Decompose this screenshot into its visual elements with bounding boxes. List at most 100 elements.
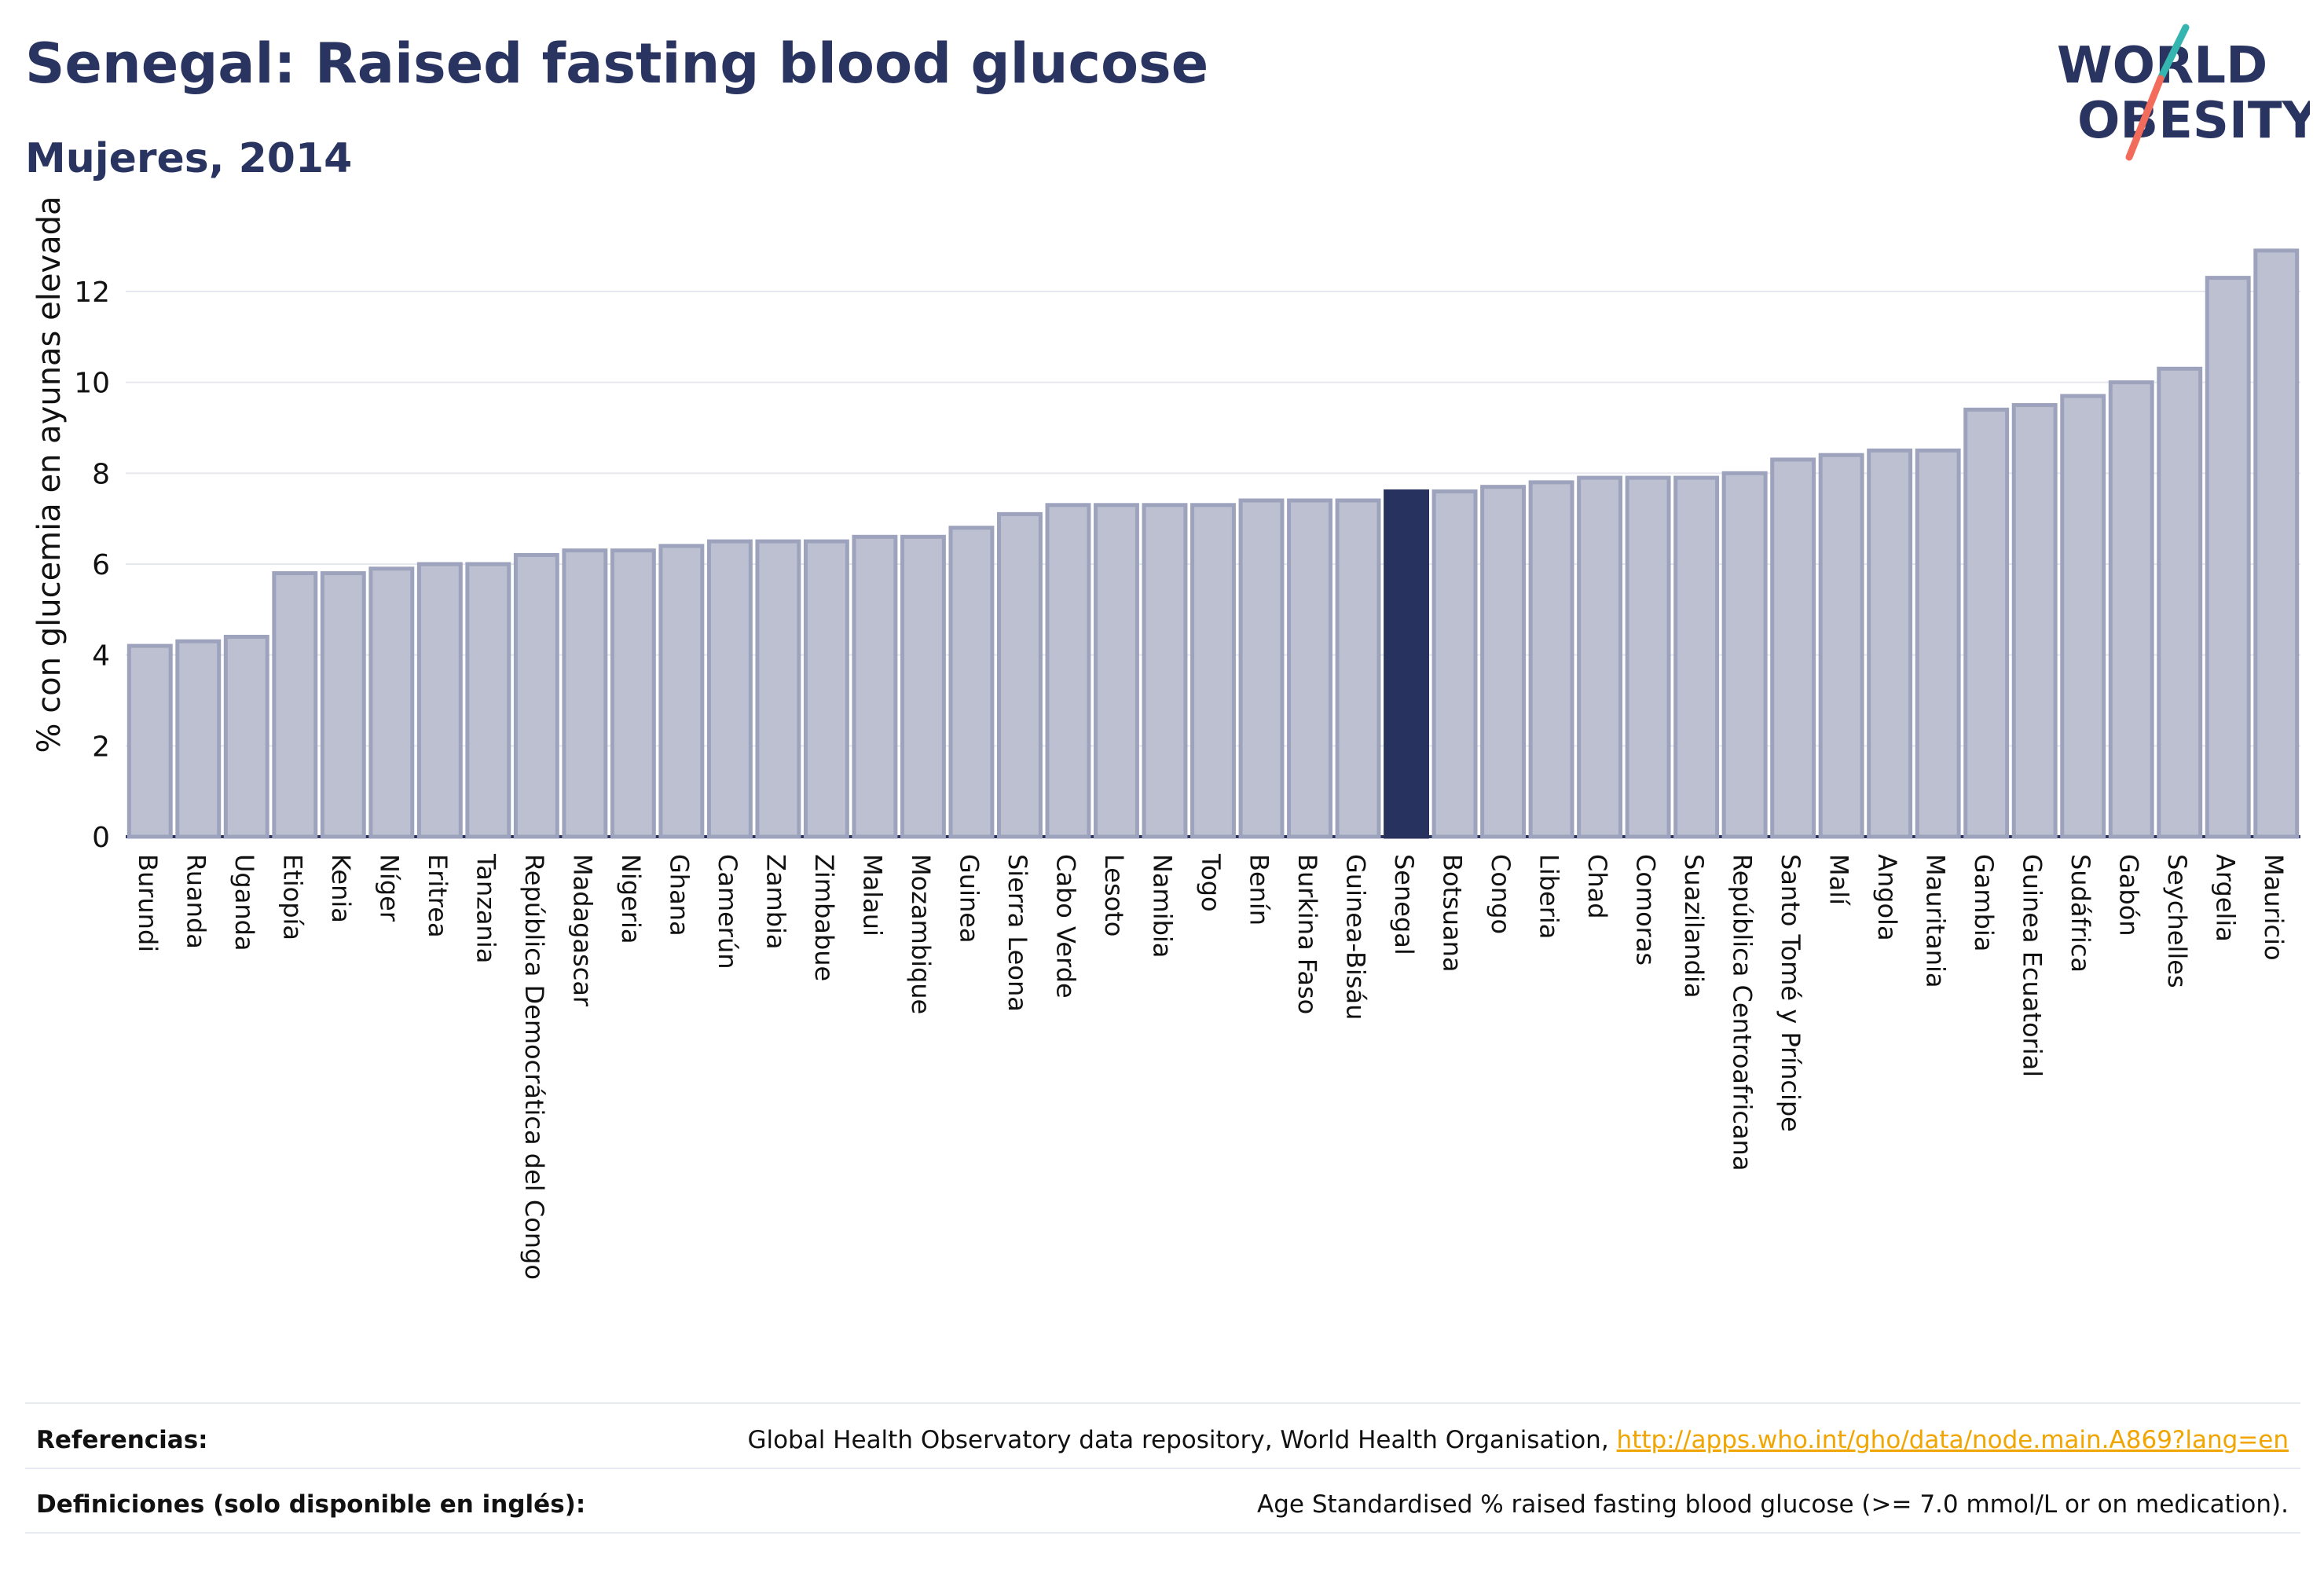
bar-madagascar[interactable] <box>562 548 608 839</box>
x-tick-label: Togo <box>1196 853 1226 912</box>
x-tick-label: Comoras <box>1631 854 1661 966</box>
y-tick-label: 12 <box>74 277 110 309</box>
x-tick-label: Burkina Faso <box>1292 854 1322 1014</box>
bar-santo-tomé-y-príncipe[interactable] <box>1770 457 1816 839</box>
logo-line-2: OBESITY <box>2077 92 2310 150</box>
bar-liberia[interactable] <box>1528 480 1574 839</box>
bar-guinea-ecuatorial[interactable] <box>2011 403 2058 839</box>
x-tick-label: Uganda <box>229 854 259 951</box>
bar-angola[interactable] <box>1867 448 1913 839</box>
bar-suazilandia[interactable] <box>1673 475 1720 839</box>
x-tick-label: Tanzania <box>471 853 500 963</box>
y-tick-label: 2 <box>92 731 110 763</box>
bar-zimbabue[interactable] <box>803 539 849 839</box>
x-tick-label: Gambia <box>1969 854 1999 951</box>
x-tick-label: Ruanda <box>181 854 211 949</box>
bar-sudáfrica[interactable] <box>2060 394 2106 839</box>
y-tick-label: 4 <box>92 640 110 673</box>
x-tick-label: Argelia <box>2211 854 2241 942</box>
bar-congo[interactable] <box>1480 485 1527 839</box>
bar-etiopía[interactable] <box>272 571 318 839</box>
bar-benín[interactable] <box>1238 498 1285 839</box>
x-tick-label: Benín <box>1244 854 1274 925</box>
x-tick-label: Zimbabue <box>809 854 839 981</box>
x-tick-label: Kenia <box>326 854 356 923</box>
bar-chad[interactable] <box>1577 475 1623 839</box>
x-tick-label: Senegal <box>1389 854 1419 955</box>
x-tick-label: Malí <box>1824 854 1854 906</box>
bar-república-centroafricana[interactable] <box>1721 471 1768 839</box>
x-tick-label: Etiopía <box>277 854 307 940</box>
bar-gabón[interactable] <box>2108 380 2154 839</box>
x-tick-label: Botsuana <box>1438 854 1468 973</box>
y-tick-label: 0 <box>92 822 110 854</box>
x-tick-label: Seychelles <box>2162 854 2192 988</box>
references-link[interactable]: http://apps.who.int/gho/data/node.main.A… <box>1616 1426 2289 1454</box>
bar-guinea[interactable] <box>948 526 995 839</box>
bar-malí[interactable] <box>1818 453 1864 839</box>
x-tick-label: Gabón <box>2114 854 2144 936</box>
x-axis-labels: Burundi Ruanda Uganda Etiopía Kenia Níger Erit… <box>133 853 2289 1280</box>
x-tick-label: Ghana <box>664 854 694 936</box>
bar-nigeria[interactable] <box>610 548 656 839</box>
bar-eritrea[interactable] <box>416 562 463 839</box>
bar-mauritania[interactable] <box>1915 448 1961 839</box>
bar-tanzania[interactable] <box>465 562 511 839</box>
x-tick-label: Zambia <box>761 854 790 950</box>
x-tick-label: Suazilandia <box>1679 854 1709 998</box>
bar-uganda[interactable] <box>223 635 269 839</box>
definitions-text: Age Standardised % raised fasting blood … <box>1257 1490 2289 1519</box>
x-tick-label: Mauricio <box>2259 854 2289 961</box>
bar-namibia[interactable] <box>1142 503 1188 839</box>
x-tick-label: Burundi <box>133 854 163 952</box>
footer-divider-bottom <box>25 1532 2300 1534</box>
bar-burkina-faso[interactable] <box>1287 498 1332 839</box>
bar-gambia[interactable] <box>1963 407 2010 839</box>
bar-lesoto[interactable] <box>1094 503 1139 839</box>
bars <box>126 248 2300 839</box>
bar-mozambique[interactable] <box>900 534 946 839</box>
x-tick-label: Níger <box>374 854 404 922</box>
world-obesity-logo: WORLD OBESITY <box>2057 24 2310 161</box>
x-tick-label: Sudáfrica <box>2066 854 2095 973</box>
x-tick-label: Madagascar <box>567 854 597 1007</box>
bar-ghana[interactable] <box>658 544 705 839</box>
bar-malaui[interactable] <box>852 534 898 839</box>
chart-title: Senegal: Raised fasting blood glucose <box>25 31 1209 96</box>
x-tick-label: República Democrática del Congo <box>519 854 549 1280</box>
bar-mauricio[interactable] <box>2253 248 2300 839</box>
x-tick-label: Guinea Ecuatorial <box>2018 854 2047 1077</box>
bar-togo[interactable] <box>1190 503 1236 839</box>
bar-cabo-verde[interactable] <box>1045 503 1091 839</box>
definitions-label: Definiciones (solo disponible en inglés)… <box>36 1490 586 1519</box>
x-tick-label: Liberia <box>1534 854 1564 939</box>
bar-comoras[interactable] <box>1625 475 1671 839</box>
bar-camerún[interactable] <box>706 539 753 839</box>
bar-ruanda[interactable] <box>175 639 222 839</box>
bar-sierra-leona[interactable] <box>997 511 1043 839</box>
bar-argelia[interactable] <box>2205 276 2251 839</box>
bar-burundi[interactable] <box>126 643 173 839</box>
bar-kenia[interactable] <box>320 571 366 839</box>
y-tick-label: 8 <box>92 458 110 490</box>
y-tick-label: 6 <box>92 549 110 581</box>
x-tick-label: Namibia <box>1147 854 1177 958</box>
x-tick-label: Sierra Leona <box>1003 854 1032 1012</box>
bar-senegal[interactable] <box>1384 489 1429 839</box>
bar-níger[interactable] <box>368 566 415 839</box>
bar-seychelles[interactable] <box>2157 366 2203 839</box>
x-tick-label: Cabo Verde <box>1050 854 1080 999</box>
references-text: Global Health Observatory data repositor… <box>747 1426 2289 1454</box>
bar-botsuana[interactable] <box>1431 489 1478 839</box>
bar-república-democrática-del-congo[interactable] <box>513 552 559 839</box>
x-tick-label: Santo Tomé y Príncipe <box>1776 854 1805 1132</box>
x-tick-label: Mauritania <box>1921 854 1951 988</box>
references-label: Referencias: <box>36 1426 208 1454</box>
bar-zambia[interactable] <box>755 539 801 839</box>
y-axis-label: % con glucemia en ayunas elevada <box>31 196 68 753</box>
y-tick-label: 10 <box>74 368 110 400</box>
x-tick-label: Angola <box>1872 854 1902 941</box>
x-tick-label: Mozambique <box>906 854 936 1014</box>
x-tick-label: Malaui <box>857 854 887 936</box>
bar-guinea-bisáu[interactable] <box>1335 498 1381 839</box>
